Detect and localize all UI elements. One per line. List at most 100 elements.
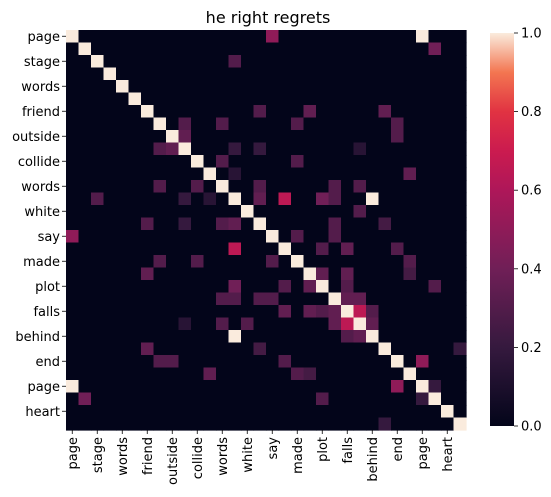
heatmap-cell — [253, 130, 267, 144]
heatmap-cell — [78, 342, 92, 356]
heatmap-cell — [241, 92, 255, 106]
heatmap-cell — [291, 367, 305, 381]
y-tick-label: stage — [24, 55, 60, 70]
heatmap-cell — [266, 230, 280, 244]
heatmap-cell — [203, 255, 217, 269]
heatmap-cell — [403, 80, 417, 94]
heatmap-cell — [316, 255, 330, 269]
heatmap-cell — [316, 167, 330, 181]
heatmap-cell — [228, 417, 242, 431]
heatmap-cell — [378, 80, 392, 94]
heatmap-cell — [153, 167, 167, 181]
heatmap-cell — [203, 55, 217, 69]
heatmap-cell — [216, 255, 230, 269]
heatmap-cell — [441, 305, 455, 319]
heatmap-cell — [91, 217, 105, 231]
heatmap-cell — [166, 180, 180, 194]
heatmap-cell — [391, 292, 405, 306]
heatmap-cell — [378, 380, 392, 394]
heatmap-cell — [341, 255, 355, 269]
heatmap-cell — [141, 255, 155, 269]
heatmap-cell — [403, 317, 417, 331]
heatmap-cell — [278, 180, 292, 194]
heatmap-cell — [416, 380, 430, 394]
heatmap-cell — [328, 142, 342, 156]
heatmap-cell — [428, 105, 442, 119]
heatmap-cell — [78, 55, 92, 69]
heatmap-cell — [316, 405, 330, 419]
heatmap-cell — [341, 55, 355, 69]
heatmap-cell — [203, 380, 217, 394]
heatmap-cell — [403, 405, 417, 419]
heatmap-cell — [253, 217, 267, 231]
heatmap-cell — [266, 167, 280, 181]
heatmap-cell — [241, 305, 255, 319]
heatmap-cell — [216, 330, 230, 344]
heatmap-cell — [141, 330, 155, 344]
heatmap-cell — [328, 342, 342, 356]
heatmap-cell — [328, 367, 342, 381]
heatmap-cell — [316, 267, 330, 281]
heatmap-cell — [266, 42, 280, 56]
y-tick-label: falls — [33, 305, 60, 320]
heatmap-cell — [278, 392, 292, 406]
heatmap-cell — [266, 405, 280, 419]
heatmap-cell — [316, 305, 330, 319]
heatmap-cell — [341, 167, 355, 181]
heatmap-cell — [253, 42, 267, 56]
heatmap-cell — [141, 92, 155, 106]
heatmap-cell — [91, 292, 105, 306]
heatmap-cell — [116, 42, 130, 56]
heatmap-cell — [178, 355, 192, 369]
heatmap-cell — [128, 292, 142, 306]
heatmap-cell — [116, 242, 130, 256]
heatmap-cell — [453, 130, 467, 144]
heatmap-cell — [178, 342, 192, 356]
heatmap-cell — [116, 367, 130, 381]
heatmap-cell — [366, 192, 380, 206]
heatmap-cell — [441, 105, 455, 119]
heatmap-cell — [303, 192, 317, 206]
heatmap-cell — [416, 267, 430, 281]
heatmap-cell — [228, 280, 242, 294]
heatmap-cell — [103, 242, 117, 256]
heatmap-cell — [128, 42, 142, 56]
heatmap-cell — [278, 367, 292, 381]
heatmap-cell — [166, 80, 180, 94]
heatmap-cell — [328, 105, 342, 119]
heatmap-cell — [141, 155, 155, 169]
heatmap-cell — [153, 217, 167, 231]
heatmap-cell — [253, 230, 267, 244]
heatmap-cell — [103, 267, 117, 281]
heatmap-cell — [78, 317, 92, 331]
heatmap-cell — [191, 230, 205, 244]
colorbar-tick-label: 0.0 — [521, 420, 542, 435]
heatmap-cell — [366, 42, 380, 56]
chart-title: he right regrets — [206, 8, 331, 27]
heatmap-cell — [241, 142, 255, 156]
heatmap-cell — [278, 305, 292, 319]
x-tick-label: plot — [316, 437, 331, 462]
heatmap-cell — [366, 292, 380, 306]
heatmap-cell — [366, 417, 380, 431]
heatmap-cell — [453, 242, 467, 256]
heatmap-cell — [128, 92, 142, 106]
heatmap-cell — [66, 255, 80, 269]
heatmap-cell — [391, 217, 405, 231]
heatmap-cell — [341, 280, 355, 294]
heatmap-cell — [191, 80, 205, 94]
heatmap-cell — [353, 205, 367, 219]
heatmap-cell — [328, 117, 342, 131]
heatmap-cell — [253, 305, 267, 319]
heatmap-cell — [116, 55, 130, 69]
heatmap-cell — [453, 255, 467, 269]
x-tick-label: stage — [91, 437, 106, 473]
heatmap-cell — [416, 117, 430, 131]
heatmap-cell — [153, 67, 167, 81]
x-tick-label: white — [241, 437, 256, 473]
heatmap-cell — [341, 217, 355, 231]
heatmap-cell — [453, 117, 467, 131]
heatmap-cell — [66, 217, 80, 231]
heatmap-cell — [178, 142, 192, 156]
heatmap-cell — [441, 217, 455, 231]
